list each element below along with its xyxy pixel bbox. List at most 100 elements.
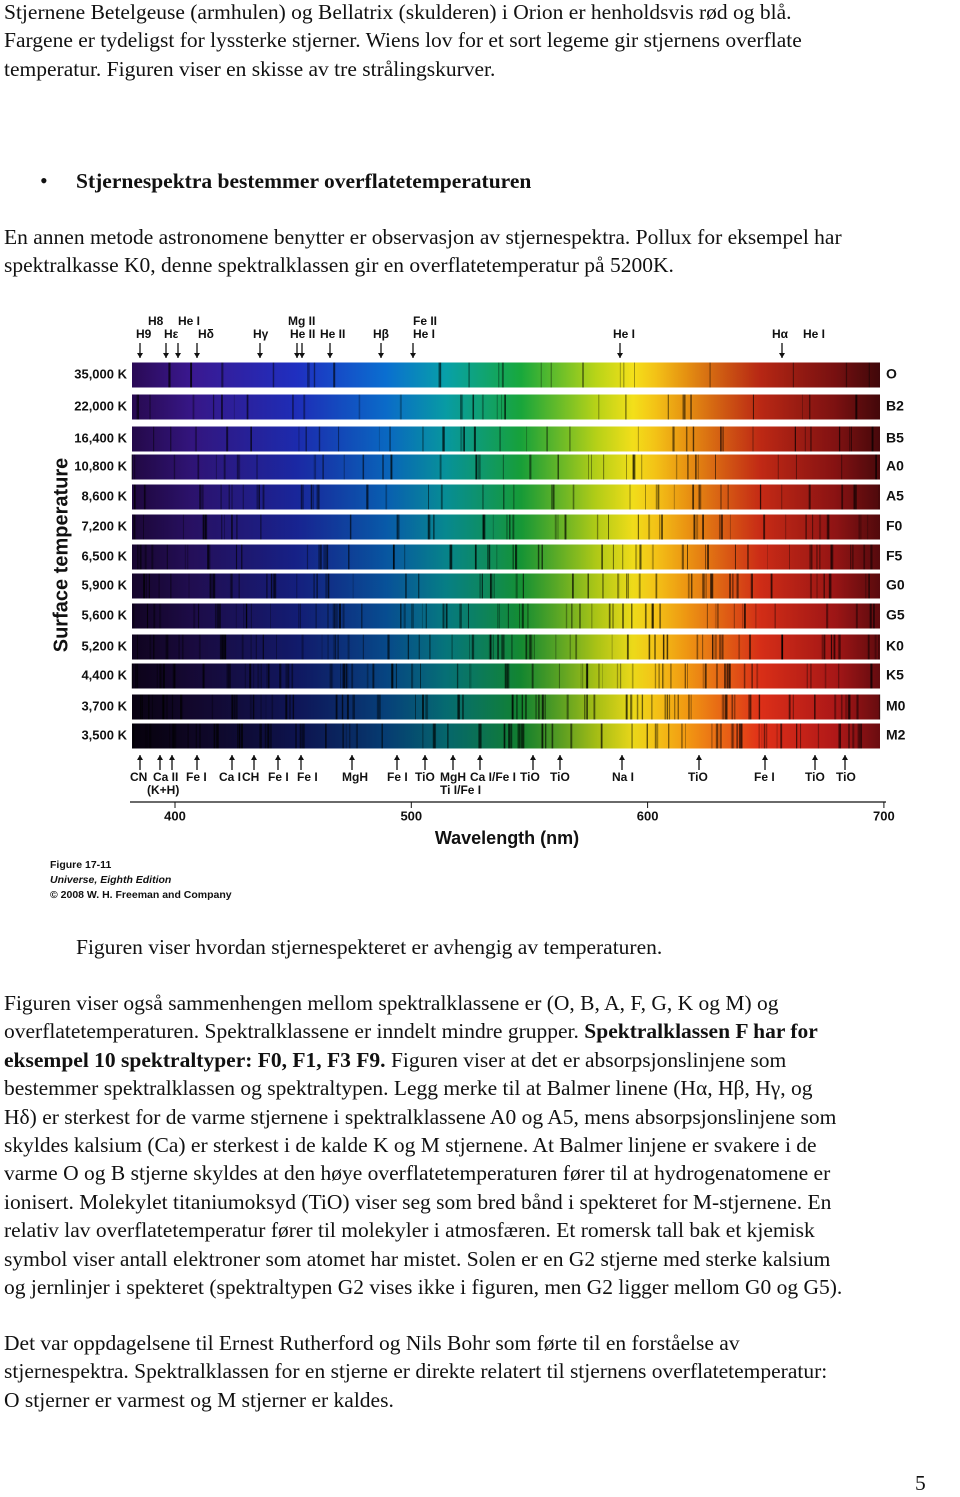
- spectrum-figure: 35,000 K O 22,000 K B2 16,400 K B5 10,800 K A0 8…: [50, 314, 906, 901]
- page-number: 5: [915, 1471, 926, 1495]
- arrow-head: [175, 353, 181, 358]
- line-label: H8: [148, 314, 164, 328]
- spectrum-shade: [132, 573, 880, 599]
- figure-credit: © 2008 W. H. Freeman and Company: [50, 889, 232, 901]
- line-label: Fe I: [297, 770, 318, 784]
- arrow-head: [812, 755, 818, 760]
- spectral-class: A5: [886, 488, 904, 504]
- line-label: CH: [242, 770, 259, 784]
- line-label: MgH: [440, 770, 466, 784]
- paragraph-line: symbol viser antall elektroner som atome…: [4, 1245, 830, 1273]
- text-run: Figuren viser at det er absorpsjonslinje…: [385, 1047, 787, 1072]
- paragraph-line: og jernlinjer i spekteret (spektraltypen…: [4, 1273, 842, 1301]
- spectral-class: M0: [886, 698, 906, 714]
- line-label: Fe I: [387, 770, 408, 784]
- line-label: Na I: [612, 770, 634, 784]
- arrow-head: [137, 755, 143, 760]
- line-label: CN: [130, 770, 147, 784]
- line-label: Hα: [772, 327, 789, 341]
- spectral-class: B2: [886, 398, 904, 414]
- line-label: MgH: [342, 770, 368, 784]
- line-label: TiO: [688, 770, 708, 784]
- arrow-head: [450, 755, 456, 760]
- line-label: Fe II: [413, 314, 437, 328]
- arrow-head: [617, 353, 623, 358]
- line-label: Fe I: [268, 770, 289, 784]
- paragraph-line: bestemmer spektralklassen og spektraltyp…: [4, 1074, 812, 1102]
- line-label: He I: [803, 327, 825, 341]
- paragraph-line: overflatetemperaturen. Spektralklassene …: [4, 1017, 818, 1045]
- figure-caption: Figuren viser hvordan stjernespekteret e…: [76, 935, 663, 959]
- spectral-class: K0: [886, 638, 904, 654]
- arrow-head: [530, 755, 536, 760]
- axis-tick-label: 500: [400, 808, 422, 823]
- line-label: Fe I: [186, 770, 207, 784]
- arrow-head: [298, 755, 304, 760]
- arrow-head: [394, 755, 400, 760]
- spectral-class: G0: [886, 577, 905, 593]
- spectral-class: G5: [886, 607, 905, 623]
- line-label: He I: [613, 327, 635, 341]
- paragraph-line: En annen metode astronomene benytter er …: [4, 225, 842, 249]
- text-run: ionisert. Molekylet titaniumoksyd (TiO) …: [4, 1189, 832, 1214]
- paragraph-line: relativ lav overflatetemperatur fører ti…: [4, 1216, 815, 1244]
- bullet: •: [40, 168, 48, 193]
- arrow-head: [327, 353, 333, 358]
- spectrum-shade: [132, 514, 880, 540]
- temperature-label: 35,000 K: [74, 366, 127, 381]
- line-label: He II: [320, 327, 345, 341]
- axis-title: Wavelength (nm): [435, 828, 579, 848]
- axis-tick-label: 400: [164, 808, 186, 823]
- paragraph-line: skyldes kalsium (Ca) er sterkest i de ka…: [4, 1131, 817, 1159]
- text-run: varme O og B stjerne skyldes at den høye…: [4, 1161, 831, 1186]
- line-label: TiO: [550, 770, 570, 784]
- arrow-head: [477, 755, 483, 760]
- text-run: Hδ) er sterkest for de varme stjernene i…: [4, 1104, 837, 1129]
- text-run: og jernlinjer i spekteret (spektraltypen…: [4, 1275, 843, 1299]
- line-label: Fe I: [754, 770, 775, 784]
- temperature-label: 3,500 K: [81, 727, 127, 742]
- line-label: Hβ: [373, 327, 389, 341]
- temperature-label: 5,600 K: [81, 607, 127, 622]
- line-label: TiO: [415, 770, 435, 784]
- arrow-head: [779, 353, 785, 358]
- line-label: Ca II: [153, 770, 178, 784]
- line-label: Hδ: [198, 327, 214, 341]
- arrow-head: [157, 755, 163, 760]
- arrow-head: [696, 755, 702, 760]
- figure-credit: Figure 17-11: [50, 859, 111, 871]
- temperature-label: 10,800 K: [74, 458, 127, 473]
- spectral-class: F5: [886, 548, 903, 564]
- paragraph-line: temperatur. Figuren viser en skisse av t…: [4, 56, 496, 81]
- line-label: Ca I/Fe I: [470, 770, 516, 784]
- paragraph-line: O stjerner er varmest og M stjerner er k…: [4, 1387, 394, 1412]
- spectral-class: M2: [886, 727, 906, 743]
- spectrum-shade: [132, 694, 880, 720]
- arrow-head: [257, 353, 263, 358]
- spectral-class: O: [886, 366, 897, 382]
- line-label: Hε: [164, 327, 179, 341]
- arrow-head: [229, 755, 235, 760]
- arrow-head: [294, 353, 300, 358]
- line-label: Ti I/Fe I: [440, 783, 481, 797]
- temperature-label: 3,700 K: [81, 698, 127, 713]
- spectrum-shade: [132, 426, 880, 452]
- axis-tick-label: 700: [873, 808, 895, 823]
- arrow-head: [163, 353, 169, 358]
- line-label: TiO: [836, 770, 856, 784]
- arrow-head: [410, 353, 416, 358]
- temperature-label: 6,500 K: [81, 548, 127, 563]
- paragraph-line: stjernespektra. Spektralklassen for en s…: [4, 1359, 828, 1384]
- arrow-head: [557, 755, 563, 760]
- spectrum-shade: [132, 634, 880, 660]
- arrow-head: [275, 755, 281, 760]
- temperature-label: 7,200 K: [81, 518, 127, 533]
- arrow-head: [169, 755, 175, 760]
- paragraph-line: spektralkasse K0, denne spektralklassen …: [4, 253, 674, 278]
- arrow-head: [194, 755, 200, 760]
- temperature-label: 5,900 K: [81, 577, 127, 592]
- paragraph-line: Fargene er tydeligst for lyssterke stjer…: [4, 28, 802, 53]
- line-label: Hγ: [253, 327, 269, 341]
- figure-credit: Universe, Eighth Edition: [50, 874, 171, 886]
